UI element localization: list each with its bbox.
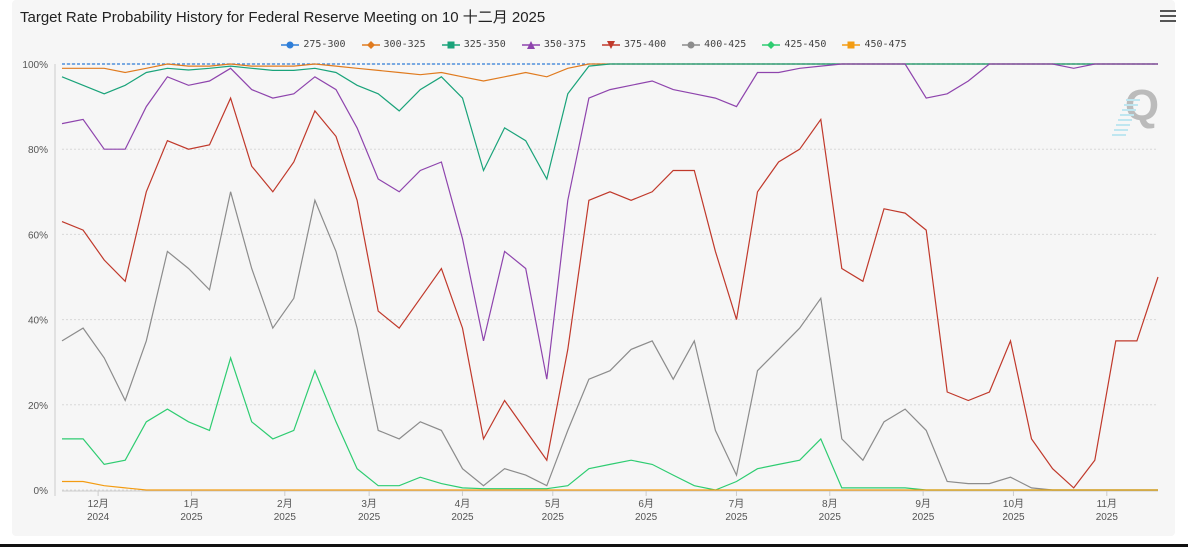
legend-label: 275-300 — [303, 39, 346, 50]
x-tick-month: 10月 — [1003, 498, 1024, 510]
x-tick-year: 2025 — [725, 512, 748, 523]
series-375-400 — [61, 96, 1159, 489]
legend-label: 375-400 — [624, 39, 667, 50]
series-325-350 — [61, 63, 1159, 181]
y-tick-label: 80% — [28, 145, 48, 156]
legend-marker-icon — [521, 40, 540, 49]
y-tick-label: 20% — [28, 401, 48, 412]
legend-marker-icon — [441, 41, 460, 48]
x-tick-month: 11月 — [1097, 498, 1117, 510]
x-tick-year: 2025 — [542, 512, 565, 523]
legend-item-400-425[interactable]: 400-425 — [682, 39, 746, 50]
x-tick-month: 3月 — [361, 498, 377, 510]
x-tick-year: 2025 — [274, 512, 297, 523]
x-tick-month: 6月 — [638, 498, 654, 510]
series-line-350-375 — [61, 63, 1158, 380]
x-tick-year: 2024 — [87, 512, 110, 523]
bottom-border — [0, 544, 1188, 547]
legend-item-325-350[interactable]: 325-350 — [441, 39, 506, 50]
x-tick-month: 8月 — [822, 498, 838, 510]
y-tick-label: 0% — [34, 486, 49, 497]
chart-container: Target Rate Probability History for Fede… — [12, 0, 1176, 536]
x-tick-month: 1月 — [184, 498, 200, 510]
legend-item-275-300[interactable]: 275-300 — [281, 39, 346, 50]
x-tick-year: 2025 — [451, 512, 474, 523]
legend-marker-icon — [682, 41, 701, 48]
legend-marker-icon — [281, 41, 300, 48]
series-line-325-350 — [61, 63, 1158, 181]
x-tick-year: 2025 — [1096, 512, 1119, 523]
x-tick-year: 2025 — [635, 512, 658, 523]
x-tick-year: 2025 — [912, 512, 935, 523]
x-tick-month: 12月 — [88, 498, 109, 510]
x-tick-month: 4月 — [455, 498, 471, 510]
series-line-425-450 — [62, 355, 1158, 491]
legend-item-300-325[interactable]: 300-325 — [361, 39, 426, 50]
y-tick-label: 60% — [28, 230, 48, 241]
legend-marker-icon — [762, 40, 781, 49]
legend-label: 325-350 — [463, 39, 506, 50]
series-line-375-400 — [61, 96, 1159, 489]
x-tick-year: 2025 — [819, 512, 842, 523]
x-tick-year: 2025 — [1002, 512, 1025, 523]
series-line-400-425 — [61, 191, 1158, 491]
series-425-450 — [61, 355, 1159, 491]
legend: 275-300 300-325 325-350 350-375 375-400 400-4… — [0, 39, 1188, 53]
legend-label: 425-450 — [784, 39, 827, 50]
legend-marker-icon — [842, 41, 861, 48]
legend-label: 300-325 — [383, 39, 426, 50]
series-450-475 — [61, 480, 1159, 491]
legend-item-375-400[interactable]: 375-400 — [602, 39, 666, 50]
x-tick-month: 5月 — [545, 498, 561, 510]
x-tick-month: 9月 — [915, 498, 931, 510]
y-tick-label: 40% — [28, 316, 48, 327]
legend-label: 400-425 — [704, 39, 747, 50]
hamburger-menu-icon[interactable] — [1160, 10, 1176, 24]
legend-item-450-475[interactable]: 450-475 — [842, 39, 907, 50]
legend-item-425-450[interactable]: 425-450 — [762, 39, 826, 50]
legend-label: 350-375 — [543, 39, 586, 50]
chart-title: Target Rate Probability History for Fede… — [20, 9, 546, 26]
legend-label: 450-475 — [864, 39, 907, 50]
legend-marker-icon — [602, 40, 620, 49]
x-tick-month: 2月 — [277, 498, 293, 510]
series-400-425 — [61, 191, 1159, 491]
y-tick-label: 100% — [22, 60, 48, 71]
x-tick-year: 2025 — [180, 512, 203, 523]
legend-marker-icon — [361, 40, 380, 49]
series-350-375 — [61, 63, 1159, 380]
x-tick-month: 7月 — [729, 498, 745, 510]
x-tick-year: 2025 — [358, 512, 381, 523]
legend-item-350-375[interactable]: 350-375 — [521, 39, 586, 50]
